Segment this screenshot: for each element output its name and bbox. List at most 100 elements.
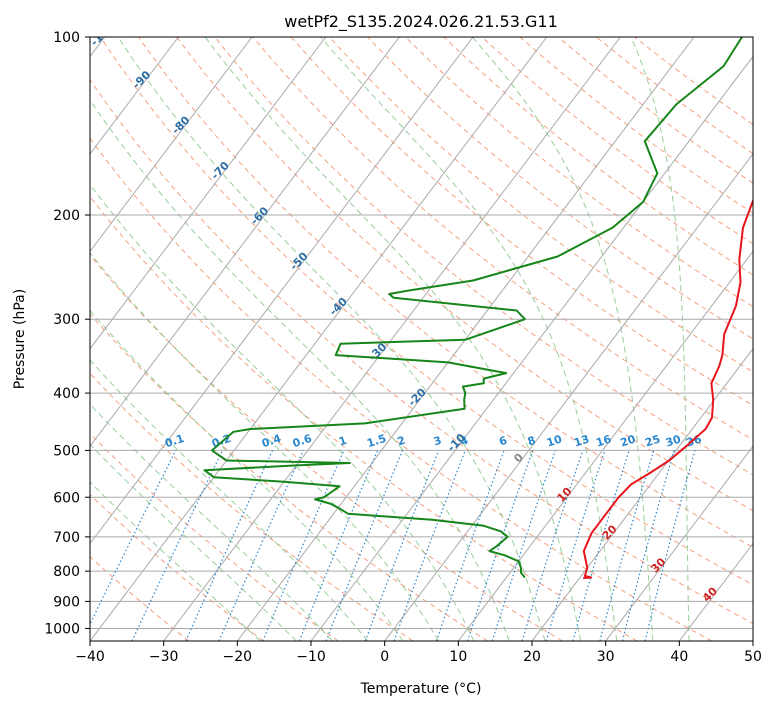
- moist-adiabat: [90, 309, 404, 641]
- mixing-ratio-line: [218, 450, 304, 641]
- dry-adiabat: [90, 493, 264, 641]
- isotherm: [531, 347, 753, 641]
- isotherm: [90, 37, 400, 447]
- y-tick-label: 600: [53, 490, 80, 506]
- dry-adiabat: [367, 37, 753, 340]
- isotherm: [163, 37, 621, 641]
- dry-adiabat: [90, 372, 414, 641]
- x-tick-label: −20: [223, 649, 253, 665]
- moist-adiabat: [320, 37, 618, 641]
- mixing-ratio-line: [599, 450, 655, 641]
- x-tick-label: −30: [149, 649, 179, 665]
- dry-adiabat: [481, 37, 753, 245]
- y-axis: 100 200 300 400 500 600 700 800 900 1000: [44, 30, 90, 637]
- isotherm-label: 10: [555, 485, 575, 505]
- isotherm: [752, 640, 753, 641]
- mixing-ratio-line: [90, 450, 177, 626]
- dry-adiabat: [328, 37, 753, 373]
- isotherm: [457, 250, 753, 641]
- moist-adiabat: [90, 359, 369, 641]
- isotherm: [605, 445, 753, 641]
- dry-adiabat: [90, 195, 638, 641]
- mixing-ratio-label: 8: [526, 434, 537, 449]
- moist-adiabat: [117, 37, 546, 641]
- mixing-ratio-line: [644, 450, 696, 641]
- mixing-ratio-line: [572, 450, 630, 641]
- isotherm: [678, 542, 753, 641]
- dry-adiabat: [90, 254, 563, 641]
- x-tick-label: 30: [597, 649, 615, 665]
- y-axis-label: Pressure (hPa): [12, 289, 28, 389]
- isotherm-label: 0: [511, 450, 526, 465]
- mixing-ratio-line: [545, 450, 606, 641]
- mixing-ratio-line: [521, 450, 584, 641]
- isotherm: [384, 153, 753, 641]
- dry-adiabat: [138, 37, 753, 548]
- y-tick-label: 400: [53, 386, 80, 402]
- mixing-ratio-label: 4: [459, 434, 471, 449]
- x-tick-label: 40: [670, 649, 688, 665]
- dry-adiabat: [443, 37, 753, 276]
- mixing-ratio-label: 2: [396, 434, 407, 449]
- isotherm-label: -20: [406, 386, 429, 409]
- temperature-line: [582, 197, 753, 580]
- x-tick-label: −10: [296, 649, 326, 665]
- mixing-ratio-label: 0.1: [163, 432, 186, 450]
- y-tick-label: 200: [53, 208, 80, 224]
- background-lines: [90, 37, 753, 641]
- moist-adiabat: [90, 443, 297, 641]
- x-tick-label: 20: [523, 649, 541, 665]
- isotherm: [90, 37, 474, 545]
- mixing-ratio-line: [262, 450, 345, 641]
- y-tick-label: 1000: [44, 621, 80, 637]
- mixing-ratio-label: 0.4: [260, 432, 283, 450]
- isotherm-label: -100: [88, 20, 117, 49]
- isotherm-label: -60: [248, 204, 271, 227]
- isotherm: [310, 55, 753, 641]
- moist-adiabat: [630, 37, 690, 641]
- mixing-ratio-label: 0.6: [291, 432, 314, 450]
- mixing-ratio-label: 13: [572, 433, 591, 450]
- mixing-ratio-line: [466, 450, 534, 641]
- x-tick-label: 0: [380, 649, 389, 665]
- y-tick-label: 500: [53, 443, 80, 459]
- isotherm-label: -80: [169, 113, 192, 136]
- mixing-ratio-line: [393, 450, 466, 641]
- dry-adiabat: [214, 37, 753, 476]
- moist-adiabat: [90, 99, 510, 641]
- dry-adiabat: [557, 37, 753, 184]
- mixing-ratio-line: [435, 450, 505, 641]
- dry-adiabat: [99, 37, 753, 586]
- plot-frame: [89, 36, 754, 642]
- y-tick-label: 300: [53, 312, 80, 328]
- mixing-ratio-label: 3: [432, 434, 443, 449]
- isotherm: [90, 37, 327, 350]
- isotherm: [90, 37, 253, 253]
- x-axis: −40 −30 −20 −10 0 10 20 30 40 50: [75, 641, 762, 665]
- mixing-ratio-line: [491, 450, 556, 641]
- mixing-ratio-label: 36: [685, 432, 704, 449]
- moist-adiabat: [90, 481, 261, 641]
- dry-adiabat: [519, 37, 753, 214]
- moist-adiabat: [90, 183, 475, 641]
- x-tick-label: −40: [75, 649, 105, 665]
- dewpoint-line: [203, 37, 743, 579]
- mixing-ratio-line: [131, 450, 224, 641]
- mixing-ratio-line: [621, 450, 675, 641]
- y-tick-label: 100: [53, 30, 80, 46]
- y-tick-label: 700: [53, 530, 80, 546]
- dry-adiabat: [176, 37, 753, 512]
- moist-adiabat: [204, 37, 582, 641]
- mixing-ratio-line: [364, 450, 440, 641]
- dry-adiabat: [90, 137, 712, 641]
- mixing-ratio-label: 25: [643, 433, 662, 450]
- dry-adiabat: [90, 556, 190, 641]
- y-tick-label: 900: [53, 594, 80, 610]
- isotherm-label: -90: [130, 68, 153, 91]
- mixing-ratio-label: 30: [664, 432, 683, 449]
- profile-lines: [203, 37, 753, 580]
- isotherm: [90, 37, 548, 641]
- mixing-ratio-line: [298, 450, 379, 641]
- x-tick-label: 50: [744, 649, 762, 665]
